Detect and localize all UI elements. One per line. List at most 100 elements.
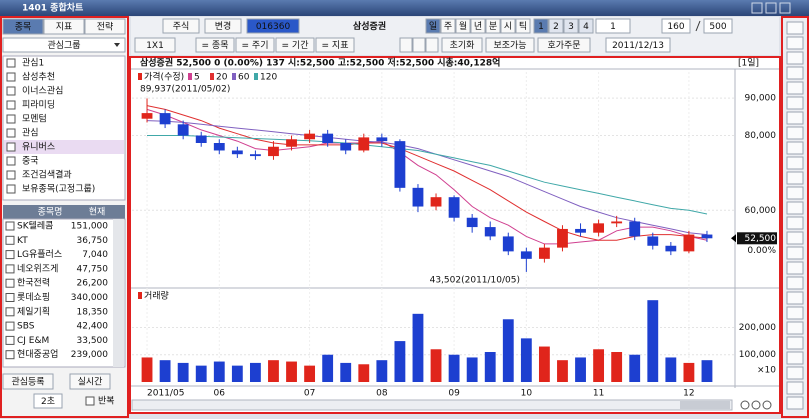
tool-icon[interactable]	[786, 141, 804, 155]
row-name[interactable]: 롯데쇼핑	[17, 292, 50, 303]
number-btn[interactable]	[533, 18, 549, 34]
nav-btn[interactable]	[412, 37, 426, 53]
row-name[interactable]: LG유플러스	[17, 249, 62, 260]
action-btn[interactable]	[537, 37, 591, 53]
group-item[interactable]: 중국	[22, 156, 39, 167]
group-select[interactable]	[2, 37, 126, 53]
row-checkbox[interactable]	[5, 278, 15, 288]
number-btn[interactable]	[548, 18, 564, 34]
row-name[interactable]: SBS	[17, 322, 35, 332]
group-checkbox[interactable]	[6, 184, 16, 194]
group-checkbox[interactable]	[6, 86, 16, 96]
row-checkbox[interactable]	[5, 321, 15, 331]
period-btn[interactable]	[470, 18, 486, 34]
row-name[interactable]: 네오위즈게	[17, 263, 58, 274]
tool-icon[interactable]	[786, 81, 804, 95]
nav-btn[interactable]	[425, 37, 439, 53]
group-item[interactable]: 관심	[22, 128, 39, 139]
group-item[interactable]: 조건검색결과	[22, 169, 72, 181]
number-btn[interactable]	[563, 18, 579, 34]
period-btn[interactable]	[485, 18, 501, 34]
tool-icon[interactable]	[786, 126, 804, 140]
period-btn[interactable]	[515, 18, 531, 34]
tool-icon[interactable]	[786, 336, 804, 350]
max-btn[interactable]	[765, 2, 777, 14]
date-input[interactable]	[605, 37, 671, 53]
tab[interactable]	[2, 18, 44, 35]
zoom-btn[interactable]	[740, 400, 750, 410]
interval-select[interactable]	[33, 393, 63, 409]
row-name[interactable]: 한국전력	[17, 277, 50, 289]
tool-icon[interactable]	[786, 171, 804, 185]
scrollbar[interactable]	[131, 399, 733, 411]
row-checkbox[interactable]	[5, 221, 15, 231]
tab[interactable]	[84, 18, 126, 35]
tool-icon[interactable]	[786, 246, 804, 260]
code-input[interactable]	[246, 18, 300, 34]
tool-icon[interactable]	[786, 111, 804, 125]
period-btn[interactable]	[500, 18, 516, 34]
repeat-checkbox[interactable]	[85, 396, 95, 406]
row-checkbox[interactable]	[5, 235, 15, 245]
group-item[interactable]: 모멘텀	[22, 113, 47, 125]
tool-icon[interactable]	[786, 21, 804, 35]
group-checkbox[interactable]	[6, 142, 16, 152]
filter-btn[interactable]	[315, 37, 355, 53]
layout-btn[interactable]	[134, 37, 176, 53]
group-checkbox[interactable]	[6, 72, 16, 82]
row-name[interactable]: 제일기획	[17, 305, 50, 317]
realtime-btn[interactable]	[69, 373, 111, 390]
filter-btn[interactable]	[195, 37, 235, 53]
tool-icon[interactable]	[786, 201, 804, 215]
zoom-btn[interactable]	[762, 400, 772, 410]
tool-icon[interactable]	[786, 96, 804, 110]
period-btn[interactable]	[455, 18, 471, 34]
group-item[interactable]: 이너스관심	[22, 86, 63, 97]
group-checkbox[interactable]	[6, 58, 16, 68]
row-checkbox[interactable]	[5, 335, 15, 345]
action-btn[interactable]	[485, 37, 535, 53]
tool-icon[interactable]	[786, 66, 804, 80]
row-checkbox[interactable]	[5, 293, 15, 302]
unit-select[interactable]	[595, 18, 631, 34]
tool-icon[interactable]	[786, 381, 804, 395]
group-item[interactable]: 보유종목(고정그룹)	[22, 184, 95, 195]
number-btn[interactable]	[578, 18, 594, 34]
nav-btn[interactable]	[399, 37, 413, 53]
tool-icon[interactable]	[786, 261, 804, 275]
group-item[interactable]: 관심1	[22, 58, 44, 69]
tool-icon[interactable]	[786, 351, 804, 365]
min-btn[interactable]	[751, 2, 763, 14]
group-item[interactable]: 삼성추천	[22, 72, 55, 83]
total-input[interactable]	[703, 18, 733, 34]
count-input[interactable]	[661, 18, 691, 34]
period-btn[interactable]	[440, 18, 456, 34]
group-checkbox[interactable]	[6, 100, 16, 110]
tool-icon[interactable]	[786, 291, 804, 305]
row-name[interactable]: 현대중공업	[17, 349, 58, 360]
row-checkbox[interactable]	[5, 264, 15, 274]
tool-icon[interactable]	[786, 51, 804, 65]
tool-icon[interactable]	[786, 216, 804, 230]
group-checkbox[interactable]	[6, 170, 16, 180]
tool-icon[interactable]	[786, 366, 804, 380]
tab[interactable]	[43, 18, 85, 35]
row-name[interactable]: KT	[17, 236, 28, 246]
filter-btn[interactable]	[275, 37, 315, 53]
group-item[interactable]: 유니버스	[22, 142, 55, 153]
action-btn[interactable]	[441, 37, 483, 53]
close-btn[interactable]	[779, 2, 791, 14]
row-name[interactable]: CJ E&M	[17, 336, 49, 346]
scroll-thumb[interactable]	[680, 401, 730, 409]
tool-icon[interactable]	[786, 276, 804, 290]
window-controls[interactable]	[751, 2, 791, 14]
row-checkbox[interactable]	[5, 307, 15, 317]
group-checkbox[interactable]	[6, 114, 16, 124]
row-name[interactable]: SK텔레콤	[17, 220, 53, 232]
row-checkbox[interactable]	[5, 250, 15, 260]
group-item[interactable]: 피라미딩	[22, 100, 55, 111]
tool-icon[interactable]	[786, 186, 804, 200]
tool-icon[interactable]	[786, 306, 804, 320]
market-select[interactable]	[162, 18, 200, 34]
tool-icon[interactable]	[786, 36, 804, 50]
